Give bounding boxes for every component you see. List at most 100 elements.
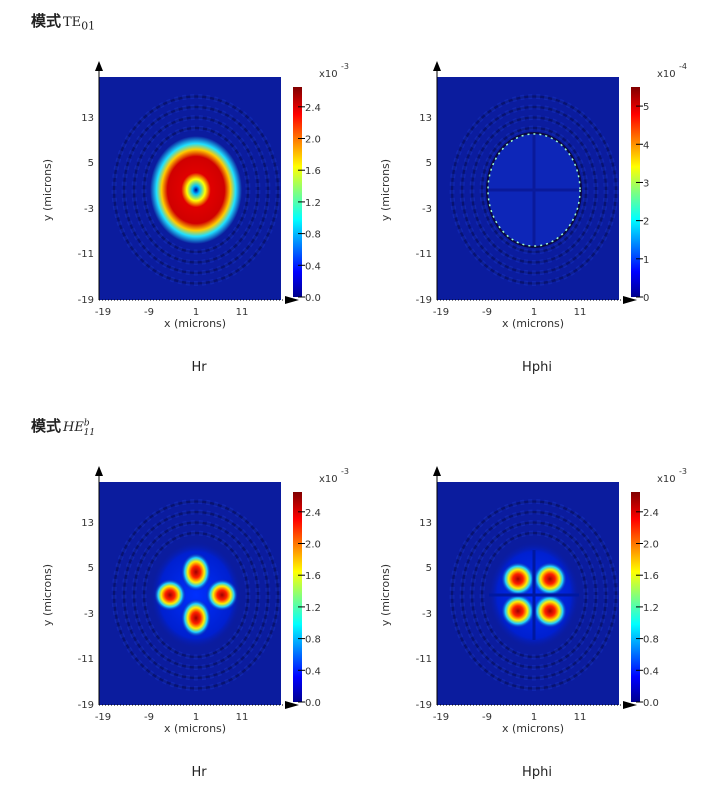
x-tick-label: 1 (193, 712, 199, 723)
cladding-ring (460, 105, 608, 275)
mode-label: 模式 (31, 12, 62, 30)
colorbar-exponent: -3 (341, 62, 349, 71)
mode-subscript: 01 (81, 19, 95, 33)
mode-subscript: 11 (83, 427, 96, 438)
field-core (150, 541, 242, 649)
plot-te01-hr: 13 5 -3 -11 -19 -19 -9 1 11 x (microns) y (microns… (41, 61, 399, 397)
colorbar-tick-label: 4 (643, 140, 649, 151)
colorbar-tick-label: 2.0 (305, 540, 321, 551)
y-axis-arrow-icon (95, 61, 103, 71)
y-tick-label: -3 (422, 204, 432, 215)
y-tick-label: -3 (422, 609, 432, 620)
x-axis-arrow-icon (623, 701, 637, 709)
colorbar-tick-label: 5 (643, 102, 649, 113)
cladding-ring (470, 116, 598, 264)
air-hole-ring (459, 509, 609, 681)
colorbar-exponent: -3 (679, 467, 687, 476)
cladding-ring (122, 105, 270, 275)
caption: Hr (191, 765, 207, 780)
field-lobe (501, 594, 535, 628)
plot-group: 135-3-11-19-19 -9 1 11x (microns)y (microns… (41, 466, 349, 735)
colorbar-exponent: -3 (341, 467, 349, 476)
y-tick-label: -11 (416, 249, 432, 260)
x-tick-label: -9 (482, 712, 492, 723)
x-tick-label: 1 (531, 712, 537, 723)
x-axis-arrow-icon (623, 296, 637, 304)
field-lobe (181, 599, 211, 637)
cladding-ring (132, 116, 260, 264)
y-tick-label: 13 (419, 113, 432, 124)
mode-symbol: HE (63, 420, 84, 435)
cladding-ring (480, 531, 588, 659)
colorbar-tick-label: 1.6 (643, 571, 659, 582)
y-axis-label: y (microns) (41, 159, 54, 221)
x-axis-label: x (microns) (164, 317, 226, 330)
colorbar-tick-label: 2 (643, 217, 649, 228)
colorbar-tick-label: 1.2 (643, 603, 659, 614)
y-axis-arrow-icon (95, 466, 103, 476)
x-tick-label: 1 (193, 307, 199, 318)
plot-group: 135-3-11-19-19 -9 1 11x (microns)y (microns… (379, 61, 687, 330)
y-axis-label: y (microns) (41, 564, 54, 626)
caption: Hr (191, 360, 207, 375)
y-tick-label: -3 (84, 204, 94, 215)
colorbar-tick-label: 1 (643, 255, 649, 266)
heatmap (437, 77, 619, 300)
x-tick-label: -9 (144, 307, 154, 318)
colorbar-tick-label: 0.0 (305, 293, 321, 304)
air-hole-ring (479, 125, 589, 255)
x-tick-label: -19 (433, 712, 449, 723)
field-lobe (533, 594, 567, 628)
air-hole-ring (449, 94, 619, 286)
colorbar-tick-label: 0.8 (305, 635, 321, 646)
caption: Hphi (522, 360, 552, 375)
plot-group: 135-3-11-19-19 -9 1 11x (microns)y (microns… (379, 466, 687, 735)
air-hole-ring (459, 104, 609, 276)
x-tick-label: 1 (531, 307, 537, 318)
colorbar-tick-label: 0.0 (643, 698, 659, 709)
colorbar-tick-label: 0.8 (305, 230, 321, 241)
colorbar-tick-label: 2.4 (305, 508, 321, 519)
field-ring (150, 136, 242, 244)
mode-superscript: b (83, 418, 90, 429)
plot-svg: 135-3-11-19-19 -9 1 11x (microns)y (microns… (41, 466, 349, 735)
y-tick-label: -19 (78, 700, 94, 711)
y-axis-arrow-icon (433, 61, 441, 71)
x-axis-arrow-icon (285, 701, 299, 709)
cladding-ring (460, 510, 608, 680)
colorbar-tick-label: 1.2 (305, 198, 321, 209)
y-tick-label: 13 (81, 518, 94, 529)
y-tick-label: 13 (419, 518, 432, 529)
y-tick-label: -11 (78, 249, 94, 260)
mode-symbol: TE (63, 15, 82, 30)
air-hole-ring (469, 520, 599, 670)
x-axis-arrow-icon (285, 296, 299, 304)
mode-title-te01: 模式 TE01 (31, 10, 95, 33)
colorbar-tick-label: 1.2 (305, 603, 321, 614)
air-hole-ring (111, 94, 281, 286)
y-tick-label: -3 (84, 609, 94, 620)
plot-te01-hphi: 13 5 -3 -11 -19 -19 -9 1 11 x (microns) y (microns… (379, 61, 716, 397)
cladding-ring (112, 500, 280, 690)
colorbar-tick-label: 0.8 (643, 635, 659, 646)
colorbar-tick-label: 2.0 (643, 540, 659, 551)
y-axis-label: y (microns) (379, 564, 392, 626)
x-tick-label: 11 (236, 307, 249, 318)
air-hole-ring (131, 115, 261, 265)
cladding-ring (132, 521, 260, 669)
y-tick-label: -19 (416, 700, 432, 711)
air-hole-ring (121, 104, 271, 276)
plot-he11-hphi: 13 5 -3 -11 -19 -19 -9 1 11 x (microns) y (microns… (379, 466, 716, 802)
colorbar-tick-label: 2.4 (643, 508, 659, 519)
plot-svg: 135-3-11-19-19 -9 1 11x (microns)y (microns… (379, 61, 687, 330)
field-lobe (181, 553, 211, 591)
x-tick-label: -19 (95, 712, 111, 723)
air-hole-ring (479, 530, 589, 660)
x-tick-label: 11 (574, 307, 587, 318)
heatmap (437, 482, 619, 705)
x-axis-label: x (microns) (502, 722, 564, 735)
cladding-ring (142, 531, 250, 659)
colorbar-tick-label: 0.0 (305, 698, 321, 709)
heatmap (99, 77, 281, 300)
